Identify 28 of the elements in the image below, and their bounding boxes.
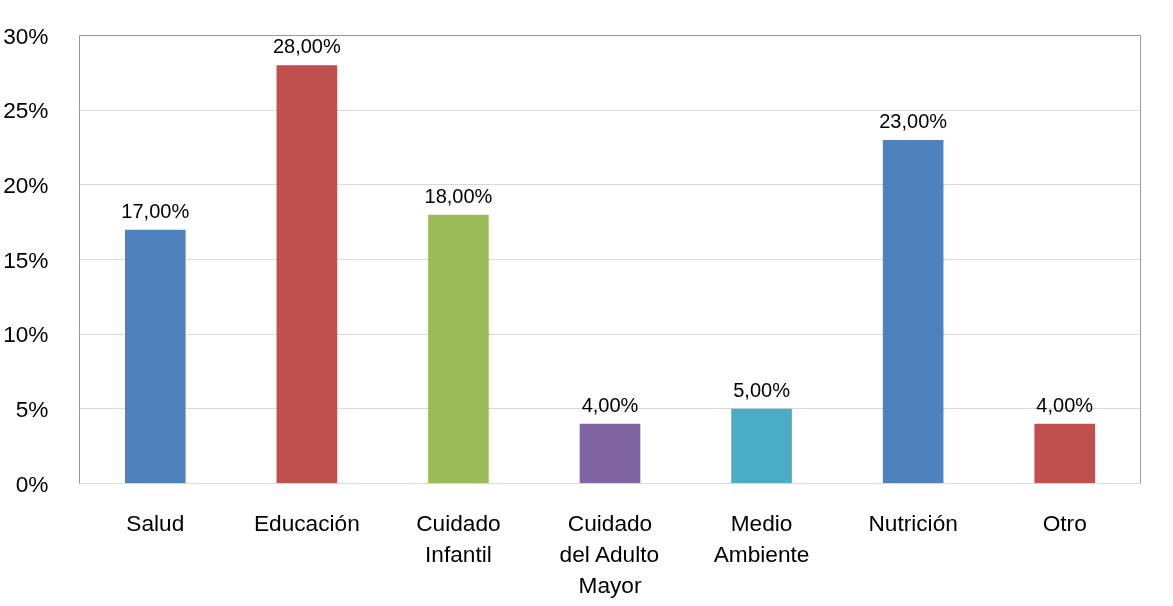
x-tick-label: Salud	[126, 509, 185, 536]
data-label: 5,00%	[733, 378, 791, 401]
y-tick-label: 15%	[3, 246, 49, 273]
y-tick-label: 25%	[3, 97, 49, 124]
bar	[731, 408, 792, 484]
bar	[1034, 423, 1096, 484]
bar	[579, 423, 641, 484]
bar	[124, 229, 186, 484]
y-tick-label: 30%	[3, 22, 49, 49]
x-tick-label: Cuidado del Adulto Mayor	[559, 509, 660, 598]
x-tick-label: Educación	[253, 509, 360, 536]
bar	[428, 214, 489, 484]
x-tick-label: Cuidado Infantil	[416, 509, 501, 567]
y-tick-label: 0%	[15, 470, 49, 497]
bar	[276, 65, 338, 484]
y-tick-label: 5%	[15, 395, 49, 422]
data-label: 23,00%	[879, 110, 948, 133]
y-tick-label: 10%	[3, 321, 49, 348]
data-label: 4,00%	[581, 393, 639, 416]
data-label: 17,00%	[121, 199, 190, 222]
bar	[882, 140, 944, 484]
data-label: 4,00%	[1036, 393, 1094, 416]
x-tick-label: Medio Ambiente	[713, 509, 810, 567]
data-label: 28,00%	[272, 35, 341, 58]
x-tick-label: Nutrición	[868, 509, 958, 536]
x-tick-label: Otro	[1042, 509, 1087, 536]
y-tick-label: 20%	[3, 171, 49, 198]
data-label: 18,00%	[424, 184, 493, 207]
